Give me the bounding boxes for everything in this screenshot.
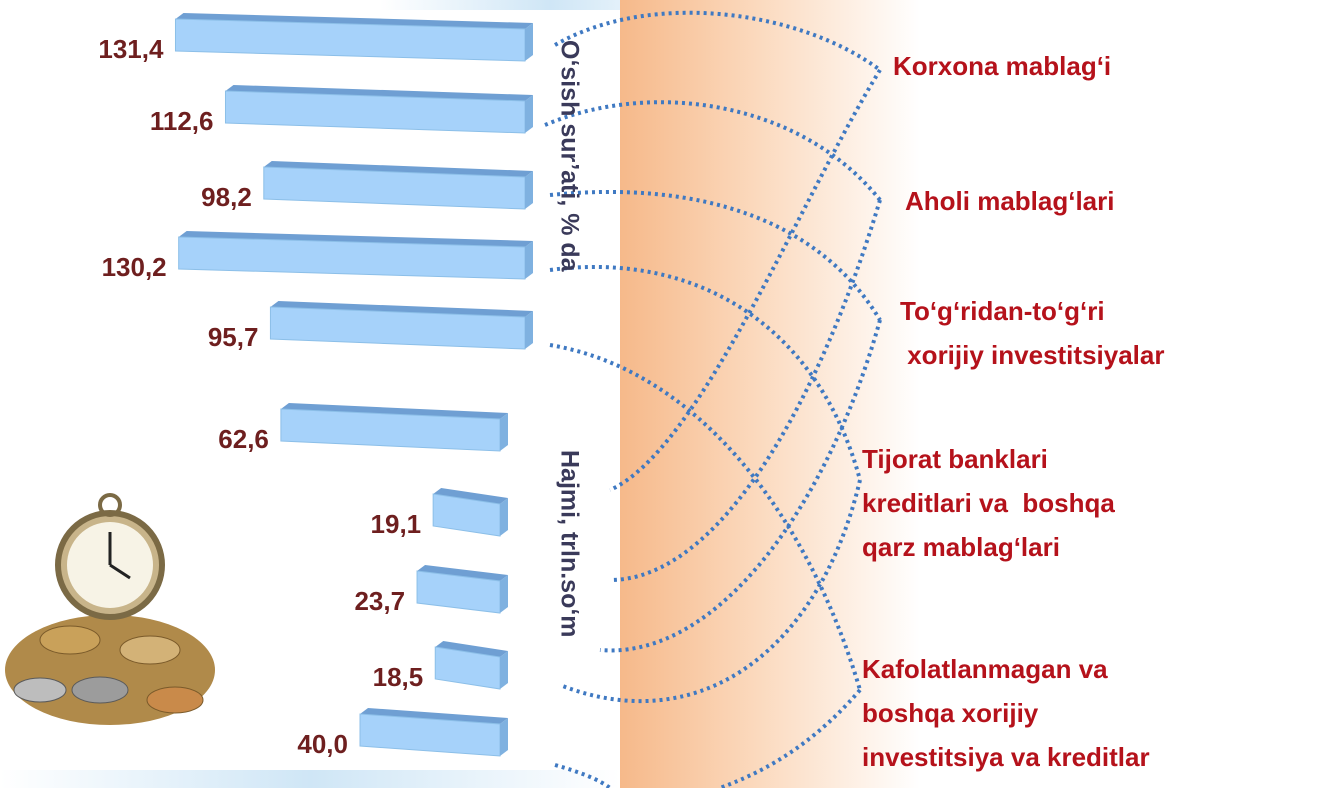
- bar-side: [525, 241, 533, 279]
- category-label: To‘g‘ridan-to‘g‘ri: [900, 296, 1105, 326]
- category-label: Kafolatlanmagan va: [862, 654, 1108, 684]
- bar-side: [500, 413, 508, 451]
- category-label: Tijorat banklari: [862, 444, 1048, 474]
- value-label: 40,0: [297, 729, 348, 759]
- category-label: qarz mablag‘lari: [862, 532, 1060, 562]
- value-label: 95,7: [208, 322, 259, 352]
- decor-band: [0, 770, 620, 788]
- value-label: 62,6: [218, 424, 269, 454]
- bar-side: [525, 23, 533, 61]
- bar-side: [500, 651, 508, 689]
- value-label: 112,6: [150, 106, 214, 136]
- category-label: Korxona mablag‘i: [893, 51, 1111, 81]
- axis-title: Hajmi, trln.so‘m: [555, 450, 583, 638]
- category-label: investitsiya va kreditlar: [862, 742, 1150, 772]
- slide: O‘sish sur’ati, % da 131,4 112,6 98,2 130,2 9…: [0, 0, 1343, 788]
- value-label: 130,2: [102, 252, 167, 282]
- category-label: kreditlari va boshqa: [862, 488, 1115, 518]
- axis-title: O‘sish sur’ati, % da: [555, 40, 583, 273]
- bar-side: [525, 95, 533, 133]
- value-label: 23,7: [354, 586, 405, 616]
- bar-side: [500, 718, 508, 756]
- coins-clock-image: [5, 495, 215, 725]
- bar-side: [500, 498, 508, 536]
- bar-side: [500, 575, 508, 613]
- bar-side: [525, 171, 533, 209]
- value-label: 19,1: [371, 509, 422, 539]
- category-label: Aholi mablag‘lari: [905, 186, 1115, 216]
- value-label: 98,2: [201, 182, 252, 212]
- bar-side: [525, 311, 533, 349]
- value-label: 131,4: [98, 34, 164, 64]
- category-label: xorijiy investitsiyalar: [900, 340, 1164, 370]
- value-label: 18,5: [373, 662, 424, 692]
- category-label: boshqa xorijiy: [862, 698, 1039, 728]
